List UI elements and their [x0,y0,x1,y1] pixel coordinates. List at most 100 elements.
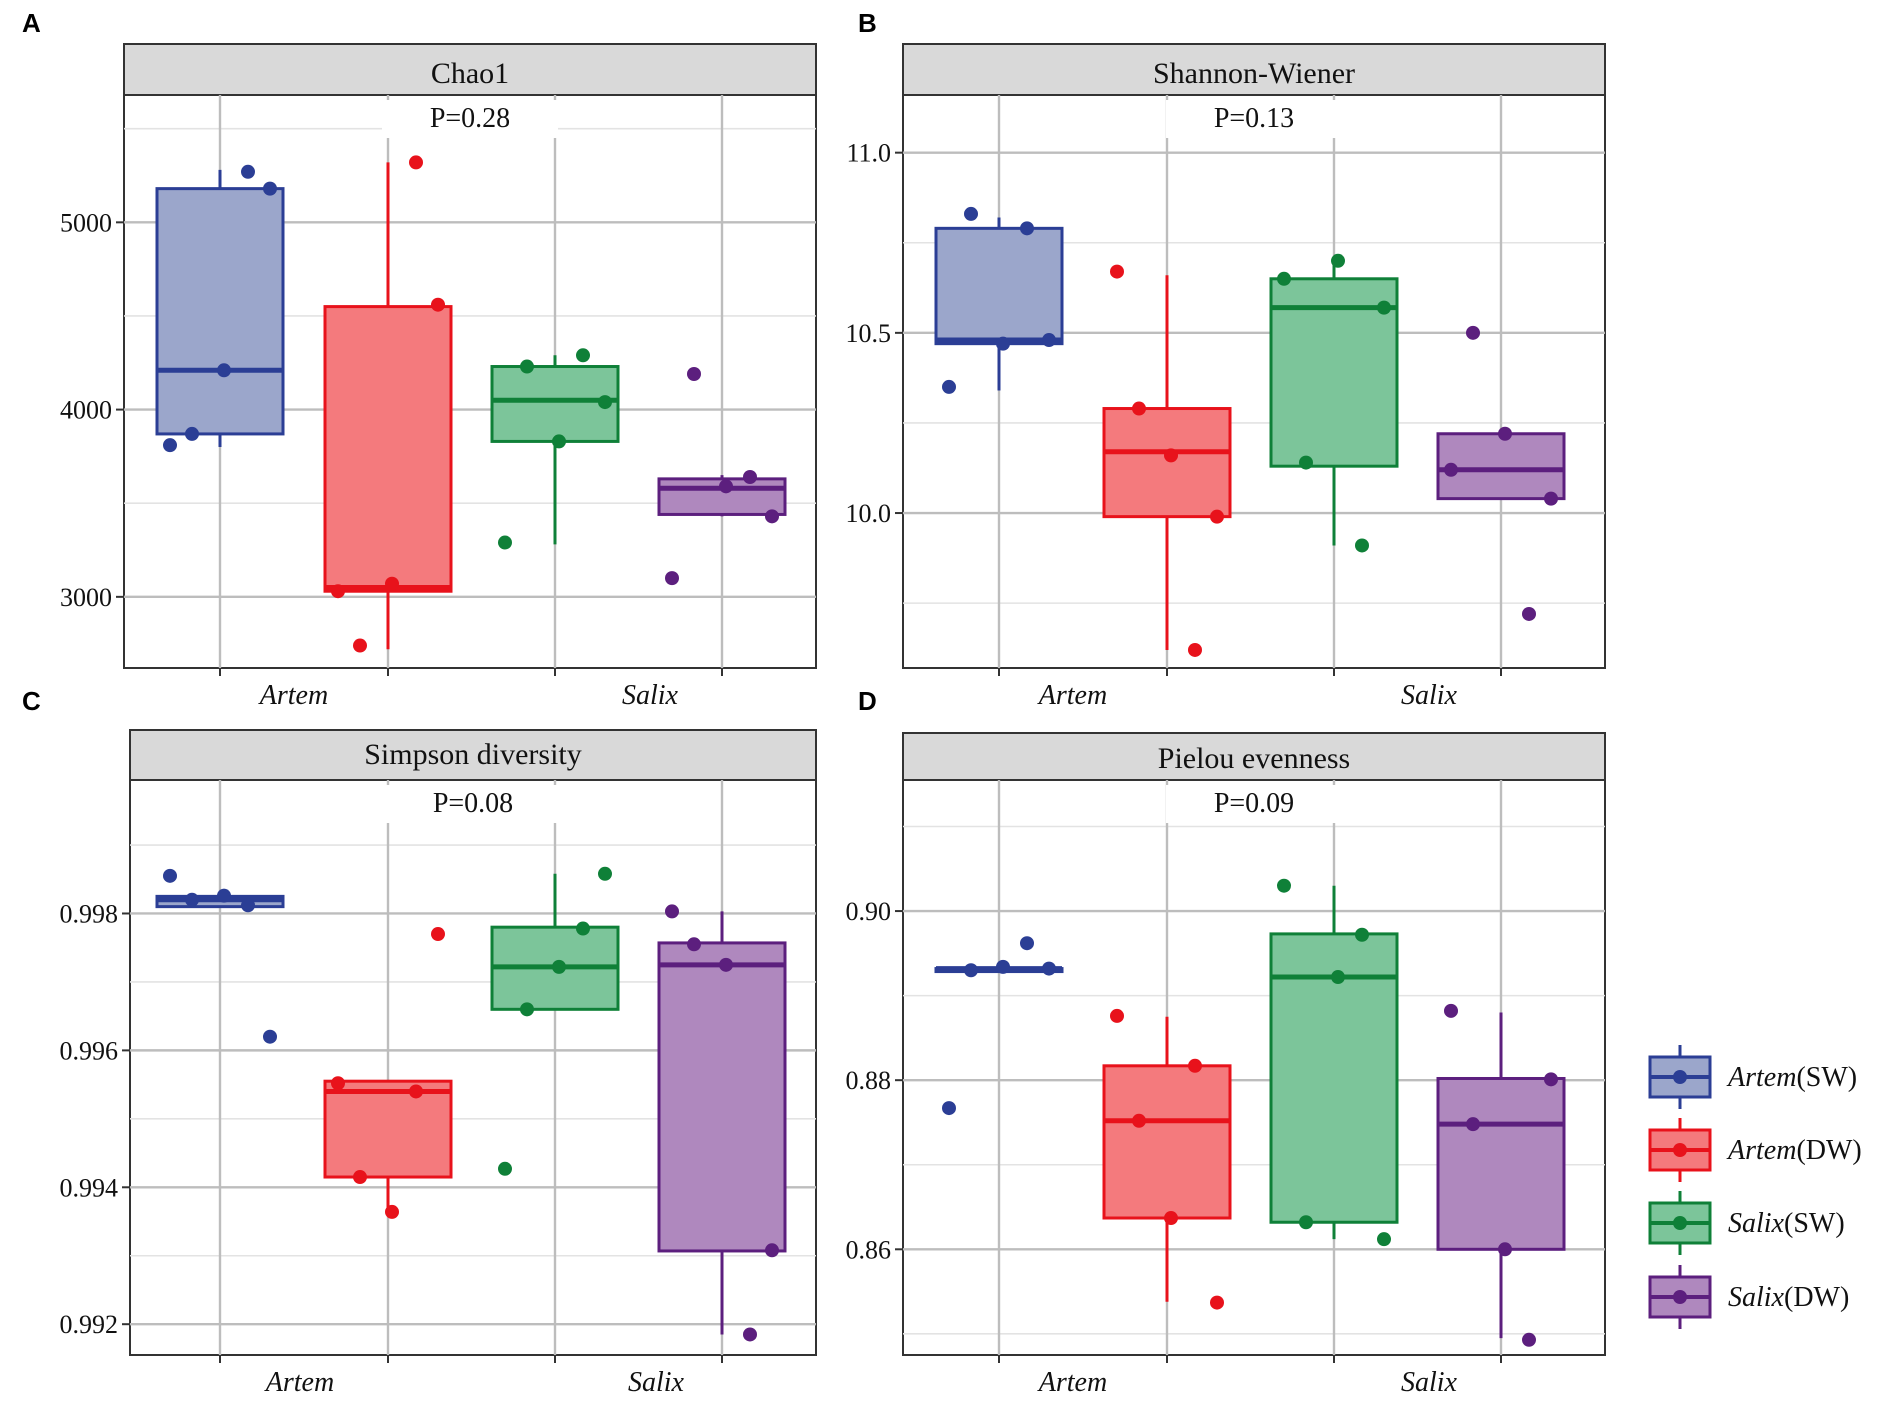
y-tick-label: 0.86 [846,1235,892,1264]
data-point [520,359,534,374]
x-category-label: Artem [1037,1367,1107,1398]
data-point [1544,1072,1558,1087]
panel-a: A Chao1 3000 4000 5000 P=0.28 Artem Salix [22,8,817,711]
data-point [1544,491,1558,506]
p-value: P=0.09 [1214,788,1294,819]
data-point [719,479,733,494]
data-point [1299,1215,1313,1230]
legend-label-genus: Salix [1728,1208,1785,1239]
legend-label-genus: Artem [1726,1135,1796,1166]
box-artem-sw [155,164,285,453]
legend-item: Salix(DW) [1648,1265,1849,1329]
data-point [1110,1008,1124,1023]
y-tick-label: 0.996 [60,1036,119,1065]
data-point [353,638,367,653]
box-artem-dw [1102,1008,1232,1310]
data-point [1444,1003,1458,1018]
panel-letter: C [22,686,41,716]
data-point [1164,1211,1178,1226]
data-point [1164,448,1178,463]
data-point [431,927,445,942]
box-iqr [155,187,285,436]
data-point [498,535,512,550]
y-tick-label: 0.88 [846,1066,892,1095]
p-value-backing [1166,785,1342,823]
facet-strip [902,43,1606,96]
legend-label: Salix(DW) [1728,1282,1849,1313]
panel-d: D Pielou evenness 0.86 0.88 0.90 P=0.09 Artem S… [846,686,1606,1398]
y-tick-label: 11.0 [846,139,891,168]
y-tick-label: 0.90 [846,897,892,926]
legend-point [1673,1290,1687,1304]
data-point [552,959,566,974]
data-point [1020,221,1034,236]
data-point [1277,271,1291,286]
box-artem-dw [323,927,453,1219]
data-point [520,1002,534,1017]
p-value-backing [382,100,558,138]
data-point [1355,538,1369,553]
p-value: P=0.28 [430,103,510,134]
data-point [409,1084,423,1099]
data-point [1277,878,1291,893]
p-value: P=0.08 [433,788,513,819]
y-tick-label: 0.994 [60,1173,119,1202]
facet-title: Shannon-Wiener [1153,57,1355,90]
box-iqr [323,305,453,593]
facet-strip [902,732,1606,781]
data-point [1188,1058,1202,1073]
data-point [241,164,255,179]
legend: Artem(SW)Artem(DW)Salix(SW)Salix(DW) [1648,1045,1862,1329]
data-point [1020,936,1034,951]
data-point [942,1101,956,1116]
data-point [598,866,612,881]
legend-label: Salix(SW) [1728,1208,1845,1239]
data-point [743,1327,757,1342]
data-point [996,336,1010,351]
data-point [1132,401,1146,416]
data-point [163,868,177,883]
box-salix-dw [657,904,787,1342]
data-point [1331,253,1345,268]
data-point [1498,426,1512,441]
box-iqr [1102,1064,1232,1220]
legend-item: Salix(SW) [1648,1191,1845,1255]
p-value-backing [1166,100,1342,138]
data-point [431,297,445,312]
data-point [1466,325,1480,340]
data-point [1498,1242,1512,1257]
data-point [409,155,423,170]
data-point [1299,455,1313,470]
data-point [1132,1113,1146,1128]
data-point [185,426,199,441]
data-point [331,584,345,599]
y-tick-label: 10.5 [846,319,892,348]
facet-strip [129,729,817,781]
plot-area [902,779,1606,1356]
data-point [598,395,612,410]
panel-c: C Simpson diversity 0.992 0.994 0.996 0.998 P=… [22,686,817,1398]
legend-point [1673,1216,1687,1230]
data-point [1377,1232,1391,1247]
data-point [163,438,177,453]
data-point [185,892,199,907]
panel-letter: B [858,8,877,38]
data-point [942,379,956,394]
x-category-label: Artem [258,680,328,711]
p-value-backing [385,785,561,823]
data-point [576,921,590,936]
legend-point [1673,1070,1687,1084]
box-artem-dw [1102,264,1232,657]
data-point [217,363,231,378]
data-point [331,1076,345,1091]
data-point [765,1243,779,1258]
y-tick-label: 0.992 [60,1310,119,1339]
plot-area [902,94,1606,669]
legend-label-treatment: (SW) [1796,1062,1857,1093]
box-artem-sw [934,206,1064,394]
data-point [263,181,277,196]
facet-strip [123,43,817,96]
data-point [263,1029,277,1044]
legend-label-treatment: (DW) [1796,1135,1861,1166]
data-point [1466,1117,1480,1132]
